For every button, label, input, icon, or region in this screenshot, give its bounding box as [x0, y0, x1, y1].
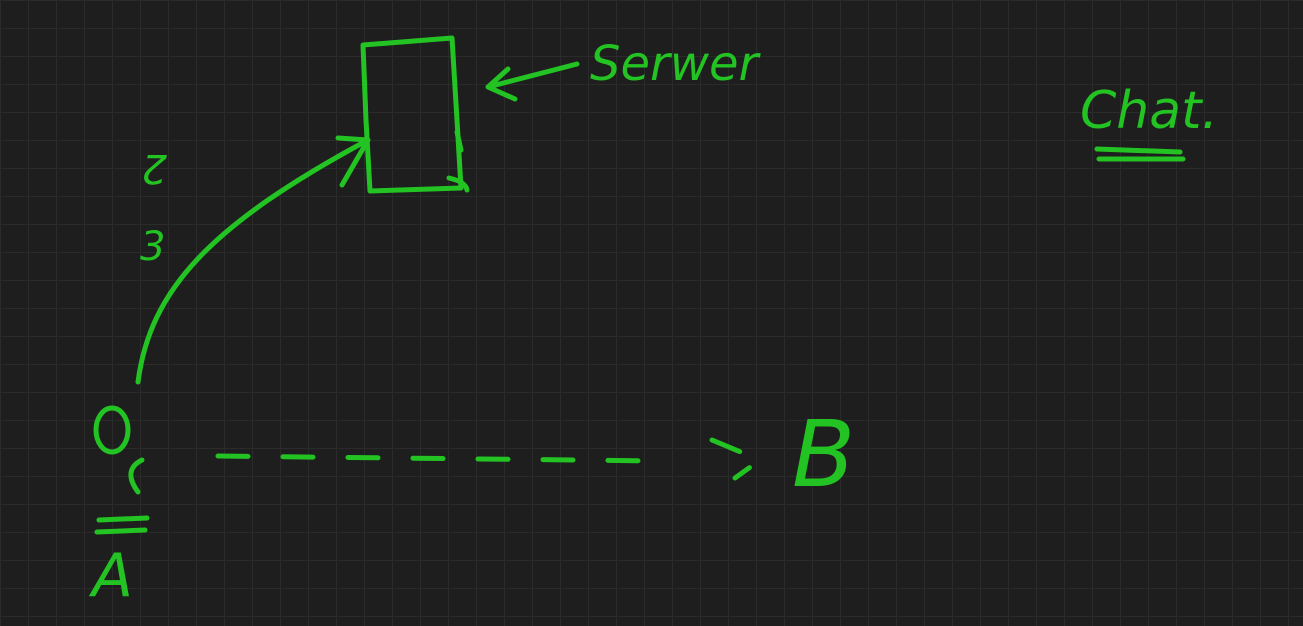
- heading-underline: [1094, 146, 1186, 162]
- client-a-label: A: [88, 541, 133, 611]
- message-dashed-arrow: [215, 437, 763, 481]
- margin-number-second: 3: [140, 224, 165, 270]
- client-b-label: B: [792, 401, 855, 508]
- chat-heading: Chat.: [1080, 81, 1218, 162]
- server-node: [360, 35, 470, 194]
- request-curve-arrow: [135, 135, 371, 385]
- heading-text: Chat.: [1080, 81, 1218, 141]
- client-a-body: [128, 457, 145, 495]
- server-box: [360, 35, 464, 194]
- margin-number-first: 2: [142, 145, 167, 191]
- client-a-separator: [94, 515, 150, 535]
- client-b-node: B: [792, 401, 855, 508]
- server-pointer-arrow: [485, 61, 580, 102]
- margin-numbers: 2 3: [140, 145, 167, 270]
- server-box-mark: [446, 129, 470, 193]
- server-label: Serwer: [590, 36, 762, 92]
- client-a-head: [93, 405, 131, 455]
- client-a-node: A: [88, 405, 150, 611]
